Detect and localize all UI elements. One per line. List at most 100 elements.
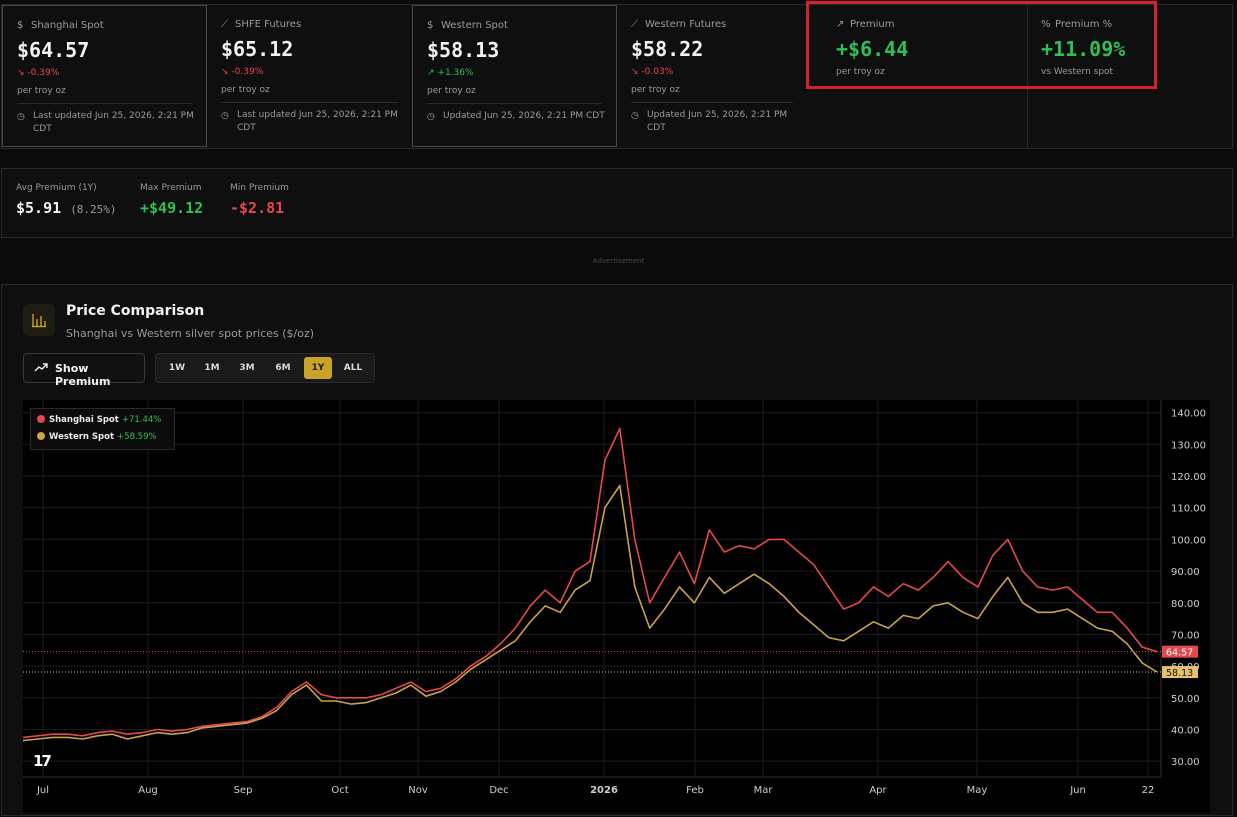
card-shfe-futures: ⟋ SHFE Futures $65.12 ↘ -0.39% per troy o… [207, 5, 412, 148]
range-1y-button[interactable]: 1Y [304, 357, 332, 379]
divider [427, 103, 602, 104]
show-premium-button[interactable]: Show Premium [23, 353, 145, 388]
card-updated: Last updated Jun 25, 2026, 2:21 PM CDT [237, 110, 398, 133]
advertisement-label: Advertisement [592, 257, 645, 265]
trending-down-icon: ↘ [17, 68, 28, 78]
card-value: +11.09% [1041, 37, 1126, 61]
y-tick-label: 70.00 [1171, 630, 1200, 641]
range-selector: 1W 1M 3M 6M 1Y ALL [155, 353, 375, 383]
dollar-icon: $ [427, 20, 434, 31]
card-western-spot: $ Western Spot $58.13 ↗ +1.36% per troy o… [412, 5, 617, 147]
card-change: -0.03% [641, 67, 674, 77]
shanghai-price-tag-label: 64.57 [1166, 648, 1193, 659]
card-title: Premium [850, 19, 895, 30]
stat-value: +$49.12 [140, 199, 204, 217]
divider [221, 102, 398, 103]
card-title: SHFE Futures [235, 19, 302, 30]
western-series-line [22, 484, 1158, 742]
card-premium-pct: % Premium % +11.09% vs Western spot [1027, 5, 1232, 148]
y-tick-label: 130.00 [1171, 440, 1206, 451]
summary-cards: $ Shanghai Spot $64.57 ↘ -0.39% per troy … [1, 4, 1233, 149]
percent-icon: % [1041, 19, 1051, 30]
shanghai-price-tag [1162, 645, 1198, 658]
divider [631, 102, 793, 103]
y-tick-label: 80.00 [1171, 599, 1200, 610]
panel-title: Price Comparison [66, 303, 205, 319]
card-shanghai-spot: $ Shanghai Spot $64.57 ↘ -0.39% per troy … [2, 5, 207, 147]
clock-icon: ◷ [427, 112, 435, 122]
clock-icon: ◷ [631, 111, 639, 121]
range-all-button[interactable]: ALL [343, 363, 363, 373]
y-tick-label: 120.00 [1171, 472, 1206, 483]
x-tick-label: Apr [869, 785, 887, 796]
legend-label: Shanghai Spot [49, 415, 119, 425]
shanghai-series-line [22, 427, 1158, 739]
card-updated: Updated Jun 25, 2026, 2:21 PM CDT [647, 110, 788, 133]
stat-label: Max Premium [140, 183, 202, 193]
y-tick-label: 40.00 [1171, 725, 1200, 736]
card-premium: ↗ Premium +$6.44 per troy oz [822, 5, 1027, 148]
y-tick-label: 50.00 [1171, 694, 1200, 705]
card-title: Premium % [1055, 19, 1113, 30]
dollar-icon: $ [17, 20, 24, 31]
legend-label: Western Spot [49, 432, 115, 442]
chart-line-icon: ⟋ [631, 19, 638, 30]
card-unit: per troy oz [221, 85, 270, 95]
clock-icon: ◷ [17, 112, 25, 122]
card-change: +1.36% [437, 68, 474, 78]
panel-subtitle: Shanghai vs Western silver spot prices (… [66, 327, 315, 340]
card-unit: vs Western spot [1041, 67, 1114, 77]
card-updated: Last updated Jun 25, 2026, 2:21 PM CDT [33, 111, 194, 134]
min-premium: Min Premium -$2.81 [230, 183, 289, 217]
price-chart[interactable]: 30.0040.0050.0060.0070.0080.0090.00100.0… [22, 400, 1210, 813]
card-unit: per troy oz [631, 85, 680, 95]
x-tick-label: Oct [331, 785, 348, 796]
legend-change: +58.59% [117, 432, 157, 442]
price-comparison-panel: Price Comparison Shanghai vs Western sil… [1, 284, 1233, 816]
y-tick-label: 90.00 [1171, 567, 1200, 578]
divider [1027, 5, 1028, 148]
y-tick-label: 100.00 [1171, 535, 1206, 546]
card-title: Western Spot [441, 20, 508, 31]
x-tick-label: Feb [686, 785, 704, 796]
card-unit: per troy oz [17, 86, 66, 96]
range-1w-button[interactable]: 1W [168, 363, 186, 373]
show-premium-label: Show Premium [55, 362, 111, 388]
legend-western: Western Spot +58.59% [37, 432, 157, 442]
range-1m-button[interactable]: 1M [204, 363, 220, 373]
card-value: $65.12 [221, 37, 294, 61]
highlight-box [806, 1, 1157, 89]
y-tick-label: 30.00 [1171, 757, 1200, 768]
divider [17, 103, 192, 104]
y-tick-label: 140.00 [1171, 409, 1206, 420]
trending-up-icon [34, 361, 48, 376]
card-value: $58.22 [631, 37, 704, 61]
x-tick-label: Jun [1069, 785, 1086, 796]
card-title: Western Futures [645, 19, 727, 30]
clock-icon: ◷ [221, 111, 229, 121]
trending-up-icon: ↗ [427, 68, 438, 78]
range-6m-button[interactable]: 6M [275, 363, 291, 373]
stat-label: Min Premium [230, 183, 289, 193]
x-tick-label: Jul [36, 785, 49, 796]
stat-value: -$2.81 [230, 199, 285, 217]
card-change: -0.39% [231, 67, 264, 77]
card-unit: per troy oz [427, 86, 476, 96]
range-3m-button[interactable]: 3M [239, 363, 255, 373]
stat-pct: (8.25%) [70, 203, 117, 216]
x-tick-label: 22 [1142, 785, 1155, 796]
trending-down-icon: ↘ [221, 67, 232, 77]
premium-stats: Avg Premium (1Y) $5.91 (8.25%) Max Premi… [1, 168, 1233, 238]
bar-chart-icon [23, 304, 55, 336]
card-value: $64.57 [17, 38, 90, 62]
card-change: -0.39% [27, 68, 60, 78]
x-tick-label: Mar [754, 785, 774, 796]
card-unit: per troy oz [836, 67, 885, 77]
western-price-tag-label: 58.13 [1166, 668, 1193, 679]
tradingview-logo[interactable]: 17 [33, 752, 52, 770]
trending-down-icon: ↘ [631, 67, 642, 77]
x-tick-label: Dec [489, 785, 508, 796]
legend-shanghai: Shanghai Spot +71.44% [37, 415, 161, 425]
x-tick-label: 2026 [590, 785, 618, 796]
card-western-futures: ⟋ Western Futures $58.22 ↘ -0.03% per tro… [617, 5, 807, 148]
